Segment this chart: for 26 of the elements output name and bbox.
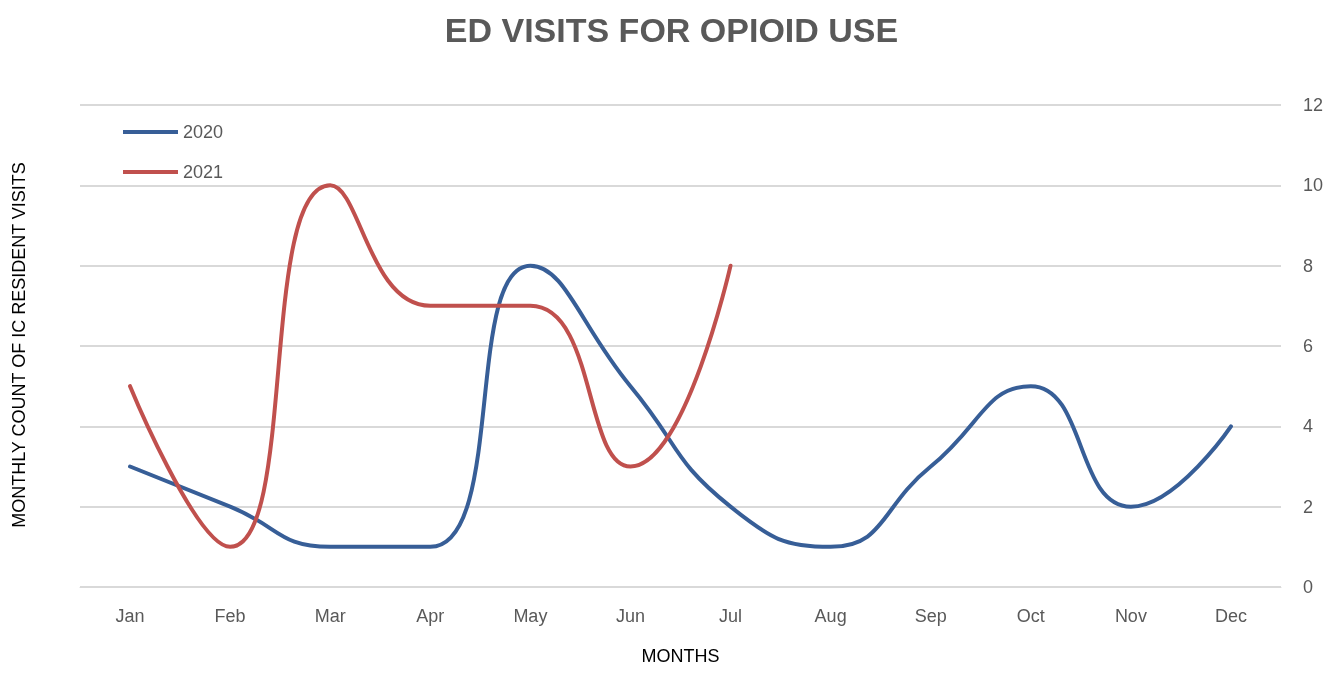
y-tick-label: 10 bbox=[1303, 175, 1324, 196]
x-tick-label: Aug bbox=[814, 606, 847, 626]
y-tick-label: 2 bbox=[1303, 496, 1314, 517]
chart-title: ED VISITS FOR OPIOID USE bbox=[444, 11, 899, 49]
x-axis-title: MONTHS bbox=[641, 646, 720, 666]
x-tick-label: Nov bbox=[1114, 606, 1147, 626]
x-tick-label: Dec bbox=[1214, 606, 1247, 626]
y-tick-label: 6 bbox=[1303, 336, 1314, 356]
x-tick-label: Mar bbox=[314, 606, 346, 626]
y-axis-title: MONTHLY COUNT OF IC RESIDENT VISITS bbox=[9, 162, 29, 528]
y-tick-label: 0 bbox=[1303, 577, 1314, 597]
x-tick-label: Oct bbox=[1016, 606, 1045, 626]
x-tick-label: Feb bbox=[214, 606, 246, 626]
line-series bbox=[128, 183, 733, 549]
y-tick-label: 8 bbox=[1303, 255, 1314, 276]
x-tick-label: Jan bbox=[115, 606, 145, 626]
legend-label: 2021 bbox=[183, 162, 224, 182]
legend-label: 2020 bbox=[183, 122, 224, 142]
line-series bbox=[128, 263, 1233, 549]
y-tick-label: 4 bbox=[1303, 416, 1314, 437]
x-tick-label: Apr bbox=[416, 606, 445, 626]
x-tick-label: Sep bbox=[914, 606, 947, 626]
x-tick-label: Jun bbox=[615, 606, 645, 626]
x-tick-label: Jul bbox=[719, 606, 743, 626]
x-tick-label: May bbox=[513, 606, 548, 626]
y-tick-label: 12 bbox=[1303, 95, 1324, 115]
